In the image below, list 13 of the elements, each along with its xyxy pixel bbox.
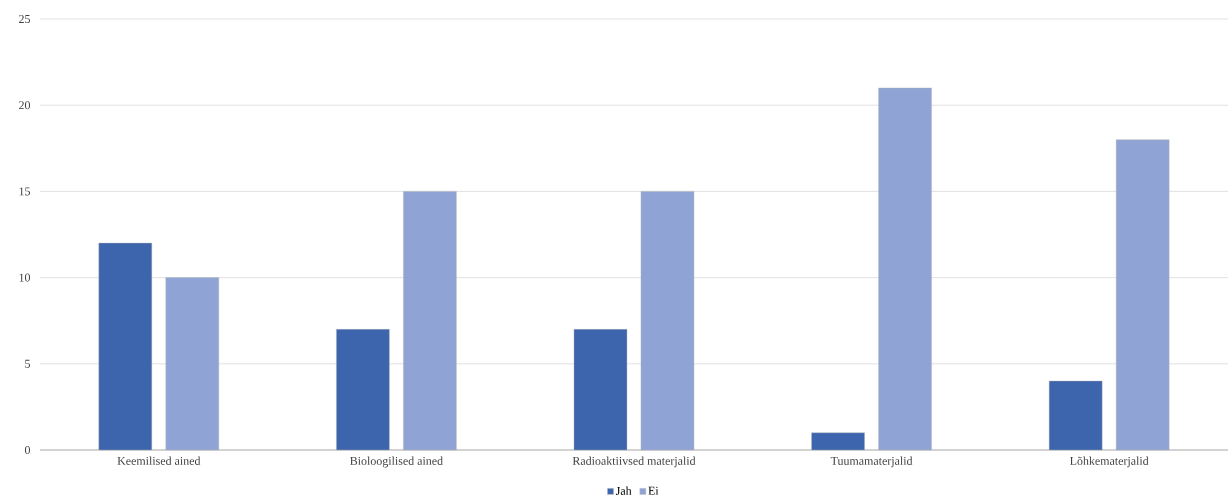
y-tick-label: 10 — [19, 273, 31, 282]
x-tick-label: Tuumamaterjalid — [830, 456, 913, 468]
x-tick-label: Bioloogilised ained — [350, 456, 443, 468]
y-tick-label: 15 — [19, 187, 31, 196]
x-tick-label: Lõhkematerjalid — [1070, 456, 1149, 468]
y-tick-label: 0 — [24, 445, 31, 455]
legend-label: Jah — [615, 486, 632, 495]
y-tick-label: 20 — [19, 101, 31, 110]
y-tick-label: 25 — [19, 14, 31, 24]
x-tick-label: Radioaktiivsed materjalid — [572, 456, 696, 468]
legend-label: Ei — [648, 486, 659, 495]
x-tick-label: Keemilised ained — [117, 456, 201, 465]
y-tick-label: 5 — [25, 359, 31, 368]
